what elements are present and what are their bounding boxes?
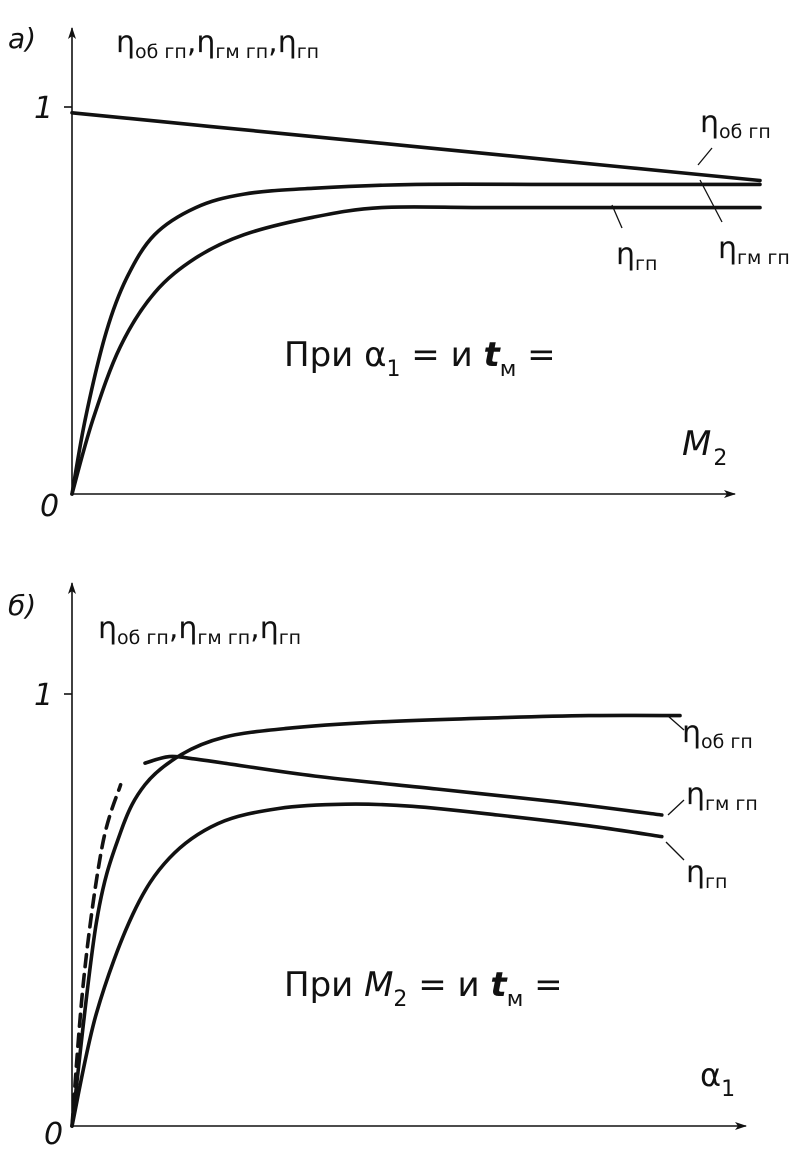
panel-b-y-axis-title: ηоб гп,ηгм гп,ηгп [98, 611, 301, 649]
panel-b-annotation-eta-ob-gp: ηоб гп [682, 715, 753, 753]
panel-a-leader-eta-gp [611, 204, 623, 229]
panel-b-x-axis-title: α1 [700, 1056, 735, 1102]
panel-a-annotation-eta-ob-gp: ηоб гп [700, 105, 771, 143]
panel-a-y-axis-title: ηоб гп,ηгм гп,ηгп [116, 25, 319, 63]
panel-b-series-eta-gm-gp-dashed-part [70, 782, 123, 1128]
panel-a-annotation-eta-gm-gp: ηгм гп [718, 231, 790, 269]
panel-a: а) 1 0 ηоб гп,ηгм гп,ηгп M2 При α1 = и t… [8, 22, 790, 524]
panel-b-origin-label: 0 [44, 1117, 63, 1152]
panel-b-leader-eta-gp [665, 841, 685, 861]
panel-a-leader-eta-gm-gp [699, 179, 723, 223]
panel-a-annotation-eta-gp: ηгп [616, 237, 657, 275]
panel-a-series-eta-gm-gp [70, 182, 762, 496]
panel-b-leader-eta-ob-gp [667, 715, 685, 731]
panel-a-x-axis-title: M2 [682, 424, 727, 471]
panel-b-annotation-eta-gm-gp: ηгм гп [686, 777, 758, 815]
panel-b-series-eta-ob-gp [70, 713, 682, 1128]
panel-b-label: б) [8, 589, 36, 622]
panel-a-series-eta-gp [70, 205, 762, 496]
panel-a-leader-eta-ob-gp [697, 147, 713, 166]
panel-a-series-eta-ob-gp [70, 111, 762, 183]
panel-b: б) 1 0 ηоб гп,ηгм гп,ηгп α1 При M2 = и t… [8, 582, 758, 1152]
panel-b-y-tick-label: 1 [34, 678, 53, 713]
panel-a-condition-text: При α1 = и tм = [284, 335, 556, 382]
panel-b-series-eta-gm-gp [143, 754, 664, 817]
panel-b-condition-text: При M2 = и tм = [284, 965, 563, 1012]
panel-a-y-tick-label: 1 [34, 91, 53, 126]
panel-b-leader-eta-gm-gp [667, 799, 685, 816]
panel-a-origin-label: 0 [40, 489, 59, 524]
panel-b-annotation-eta-gp: ηгп [686, 855, 727, 893]
panel-a-label: а) [8, 22, 36, 55]
panel-b-series-eta-gp [70, 802, 664, 1128]
